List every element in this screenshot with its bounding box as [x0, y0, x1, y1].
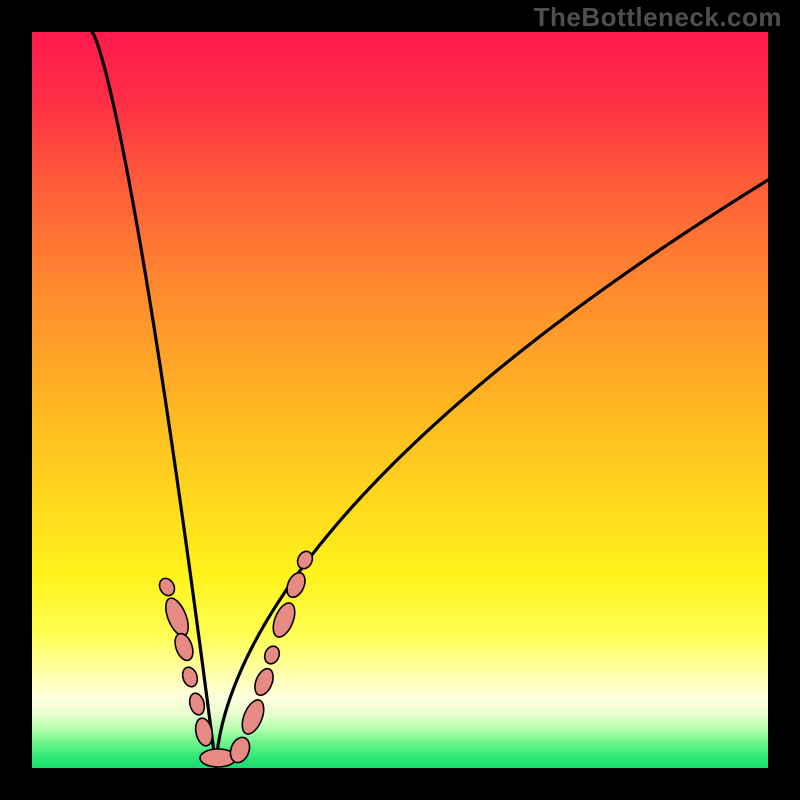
curve-marker	[238, 697, 268, 737]
chart-frame: TheBottleneck.com	[0, 0, 800, 800]
curve-marker	[251, 666, 276, 698]
curve-marker	[187, 692, 206, 717]
bottleneck-curve	[92, 32, 768, 768]
curve-marker	[262, 644, 282, 666]
curve-marker	[172, 631, 197, 663]
curve-marker	[157, 576, 178, 598]
curve-marker	[161, 595, 193, 639]
curve-layer	[32, 32, 768, 768]
watermark-text: TheBottleneck.com	[534, 2, 782, 33]
curve-marker	[269, 600, 299, 640]
curve-marker	[283, 570, 308, 600]
curve-marker	[180, 665, 199, 688]
plot-area	[32, 32, 768, 768]
